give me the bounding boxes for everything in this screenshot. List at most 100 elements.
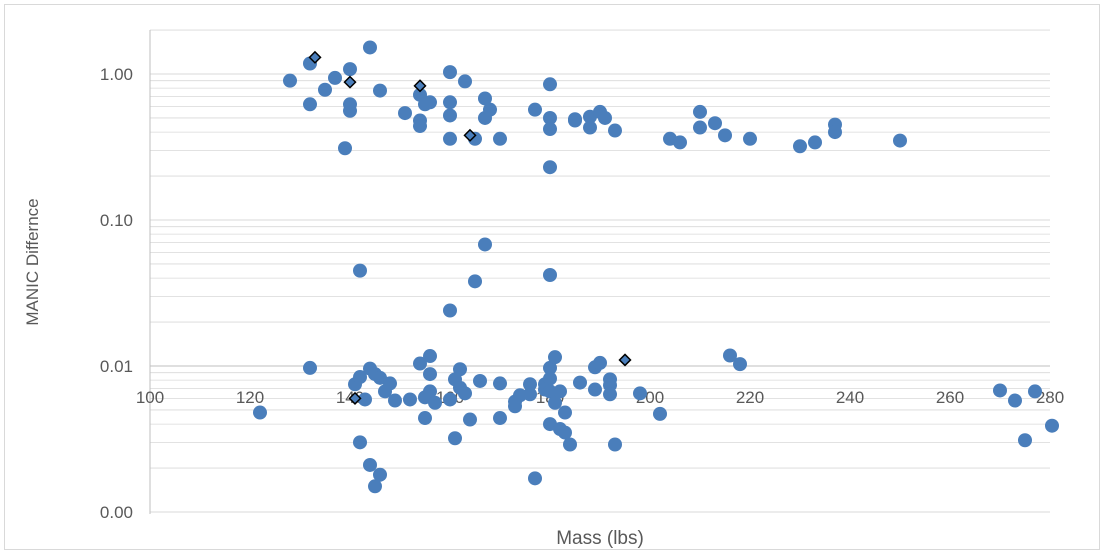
data-point [633, 386, 647, 401]
gridlines [150, 29, 1050, 513]
data-point [1045, 418, 1059, 433]
data-point-diamond [343, 75, 357, 89]
data-point [453, 362, 467, 377]
data-point [1008, 393, 1022, 408]
data-point [1018, 433, 1032, 448]
data-point [543, 384, 557, 399]
data-point [398, 106, 412, 121]
data-point [303, 97, 317, 112]
data-point [373, 467, 387, 482]
data-point [708, 116, 722, 131]
data-point [543, 268, 557, 283]
data-point [373, 83, 387, 98]
x-tick-label: 260 [936, 388, 964, 407]
data-point-diamond [463, 128, 477, 142]
data-point [528, 471, 542, 486]
data-point [368, 479, 382, 494]
data-point [993, 383, 1007, 398]
data-point [458, 74, 472, 89]
data-point [343, 62, 357, 77]
data-point-diamond [413, 79, 427, 93]
x-tick-label: 220 [736, 388, 764, 407]
data-point [353, 263, 367, 278]
data-point [413, 356, 427, 371]
data-point [653, 406, 667, 421]
data-point [523, 377, 537, 392]
y-tick-label: 1.00 [100, 65, 133, 84]
data-point [473, 373, 487, 388]
x-tick-label: 240 [836, 388, 864, 407]
data-point [353, 435, 367, 450]
data-point [543, 122, 557, 137]
data-point [558, 405, 572, 420]
data-point [528, 102, 542, 117]
data-point [403, 392, 417, 407]
data-point [443, 65, 457, 80]
data-point [693, 120, 707, 135]
data-point [353, 370, 367, 385]
data-point [363, 40, 377, 55]
axes [149, 30, 1050, 514]
data-point [448, 431, 462, 446]
data-point [1028, 384, 1042, 399]
data-point [468, 274, 482, 289]
data-point [543, 110, 557, 125]
data-point [428, 395, 442, 410]
y-axis-title: MANIC Differnce [23, 198, 42, 325]
data-point [328, 70, 342, 85]
data-point [673, 135, 687, 150]
data-point [543, 360, 557, 375]
x-tick-label: 120 [236, 388, 264, 407]
data-point [603, 387, 617, 402]
data-point [283, 73, 297, 88]
data-point [558, 425, 572, 440]
data-point [548, 350, 562, 365]
data-point [608, 437, 622, 452]
data-point [483, 102, 497, 117]
data-point [583, 120, 597, 135]
data-point [493, 411, 507, 426]
data-point [568, 113, 582, 128]
data-point [893, 133, 907, 148]
y-tick-labels: 0.00 0.01 0.10 1.00 [100, 65, 133, 522]
x-tick-label: 100 [136, 388, 164, 407]
data-point [318, 82, 332, 97]
data-point [253, 405, 267, 420]
y-tick-label: 0.01 [100, 357, 133, 376]
x-tick-label: 280 [1036, 388, 1064, 407]
data-point-diamond [308, 50, 322, 64]
data-point [463, 412, 477, 427]
data-point [548, 395, 562, 410]
data-point [808, 135, 822, 150]
data-point [493, 131, 507, 146]
data-point [493, 376, 507, 391]
y-tick-label: 0.00 [100, 503, 133, 522]
data-point [478, 237, 492, 252]
data-point [303, 360, 317, 375]
chart-frame [4, 4, 1100, 550]
data-point [693, 104, 707, 119]
data-points [253, 40, 1059, 494]
data-point [443, 108, 457, 123]
data-point [358, 392, 372, 407]
data-point [343, 103, 357, 118]
data-point [543, 371, 557, 386]
x-axis-title: Mass (lbs) [556, 528, 644, 549]
data-point [828, 125, 842, 140]
data-point [443, 131, 457, 146]
data-point [418, 411, 432, 426]
data-point [383, 376, 397, 391]
data-point [593, 355, 607, 370]
data-point [363, 457, 377, 472]
data-point [723, 348, 737, 363]
data-point [588, 382, 602, 397]
data-point [718, 128, 732, 143]
data-point [388, 393, 402, 408]
data-point [478, 91, 492, 106]
data-point [458, 386, 472, 401]
data-point [608, 123, 622, 138]
data-point [423, 349, 437, 364]
data-point [423, 367, 437, 382]
data-point [563, 437, 577, 452]
data-point [423, 95, 437, 110]
